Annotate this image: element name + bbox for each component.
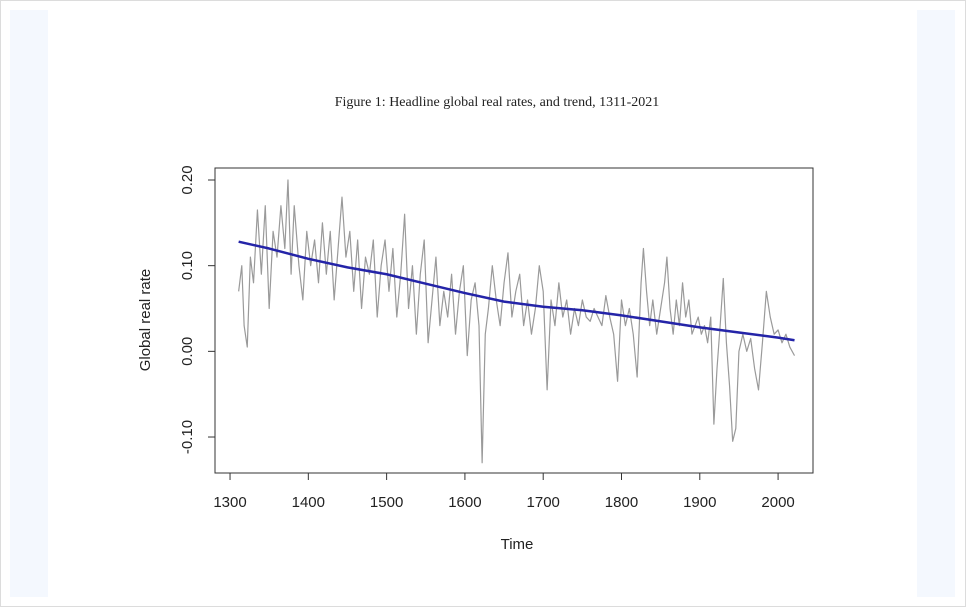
data-line xyxy=(238,179,796,464)
x-tick-label: 1500 xyxy=(370,494,403,511)
y-axis-label: Global real rate xyxy=(137,269,154,372)
x-tick-label: 2000 xyxy=(761,494,794,511)
x-tick-label: 1900 xyxy=(683,494,716,511)
x-tick-label: 1700 xyxy=(527,494,560,511)
x-tick-label: 1800 xyxy=(605,494,638,511)
x-tick-label: 1400 xyxy=(292,494,325,511)
y-tick-label: 0.00 xyxy=(179,337,196,366)
x-tick-label: 1300 xyxy=(213,494,246,511)
y-tick-label: -0.10 xyxy=(179,420,196,454)
right-margin xyxy=(917,10,955,597)
x-tick-label: 1600 xyxy=(448,494,481,511)
y-tick-label: 0.20 xyxy=(179,165,196,194)
y-tick-label: 0.10 xyxy=(179,251,196,280)
trend-line xyxy=(238,240,795,342)
left-margin xyxy=(10,10,48,597)
chart-title: Figure 1: Headline global real rates, an… xyxy=(335,95,660,110)
x-axis-label: Time xyxy=(501,536,534,553)
